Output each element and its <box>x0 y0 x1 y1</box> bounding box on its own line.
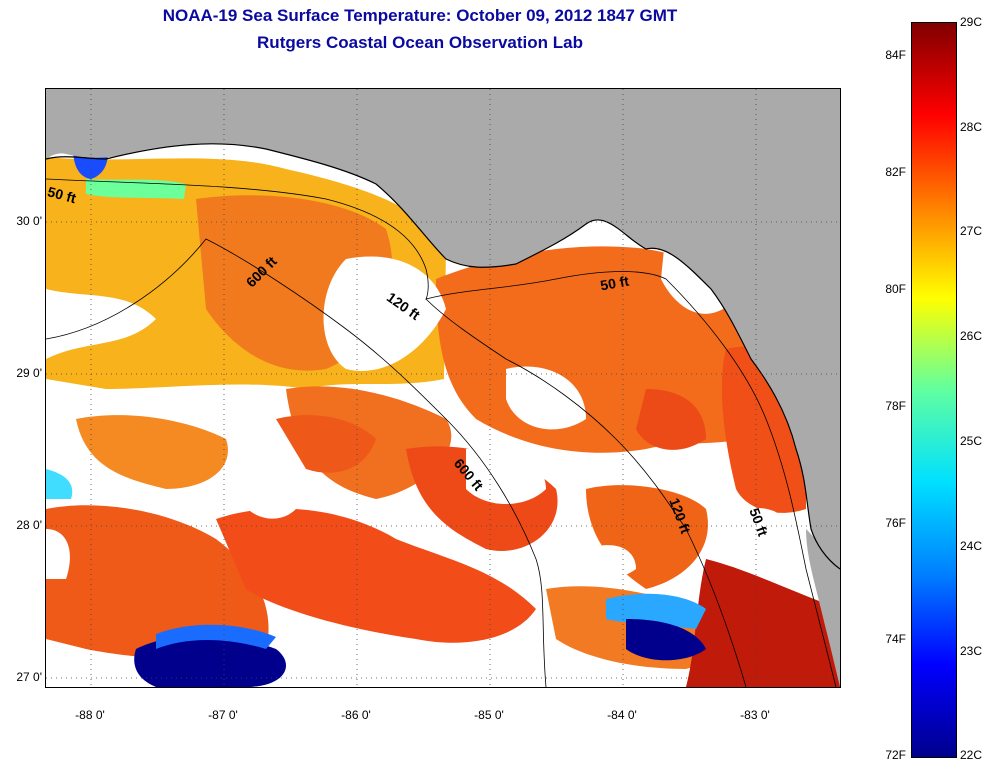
depth-contours <box>46 178 837 687</box>
map-subtitle: Rutgers Coastal Ocean Observation Lab <box>257 33 583 52</box>
colorbar-label-28c: 28C <box>960 120 983 134</box>
colorbar-label-84f: 84F <box>885 48 906 62</box>
colorbar-label-26c: 26C <box>960 329 983 343</box>
lon-label-84: -84 0' <box>607 708 637 722</box>
colorbar-label-80f: 80F <box>885 282 906 296</box>
lat-label-29: 29 0' <box>16 366 42 380</box>
lat-label-28: 28 0' <box>16 518 42 532</box>
colorbar-label-72f: 72F <box>885 748 906 762</box>
colorbar-label-29c: 29C <box>960 15 983 29</box>
colorbar-label-76f: 76F <box>885 516 906 530</box>
colorbar-label-74f: 74F <box>885 632 906 646</box>
contour-label-50ft-west: 50 ft <box>46 183 78 206</box>
lon-label-88: -88 0' <box>75 708 105 722</box>
lon-label-85: -85 0' <box>474 708 504 722</box>
lat-label-30: 30 0' <box>16 214 42 228</box>
land-mass-southeast <box>806 529 840 687</box>
colorbar-label-24c: 24C <box>960 539 983 553</box>
lon-label-86: -86 0' <box>341 708 371 722</box>
colorbar-label-23c: 23C <box>960 644 983 658</box>
lon-label-83: -83 0' <box>740 708 770 722</box>
sst-map-canvas: 50 ft 600 ft 120 ft 50 ft 600 ft 120 ft … <box>46 89 840 687</box>
colorbar-label-22c: 22C <box>960 748 983 762</box>
land-mass <box>46 89 840 569</box>
temperature-colorbar <box>911 22 957 758</box>
colorbar-label-82f: 82F <box>885 165 906 179</box>
colorbar-label-25c: 25C <box>960 434 983 448</box>
contour-label-50ft-bigbend: 50 ft <box>599 273 630 294</box>
coastline <box>46 143 840 570</box>
sst-map: 50 ft 600 ft 120 ft 50 ft 600 ft 120 ft … <box>45 88 841 688</box>
lat-label-27: 27 0' <box>16 670 42 684</box>
map-title: NOAA-19 Sea Surface Temperature: October… <box>162 6 678 25</box>
colorbar-label-27c: 27C <box>960 224 983 238</box>
colorbar-label-78f: 78F <box>885 399 906 413</box>
lon-label-87: -87 0' <box>208 708 238 722</box>
sst-hot-patch <box>686 559 840 687</box>
